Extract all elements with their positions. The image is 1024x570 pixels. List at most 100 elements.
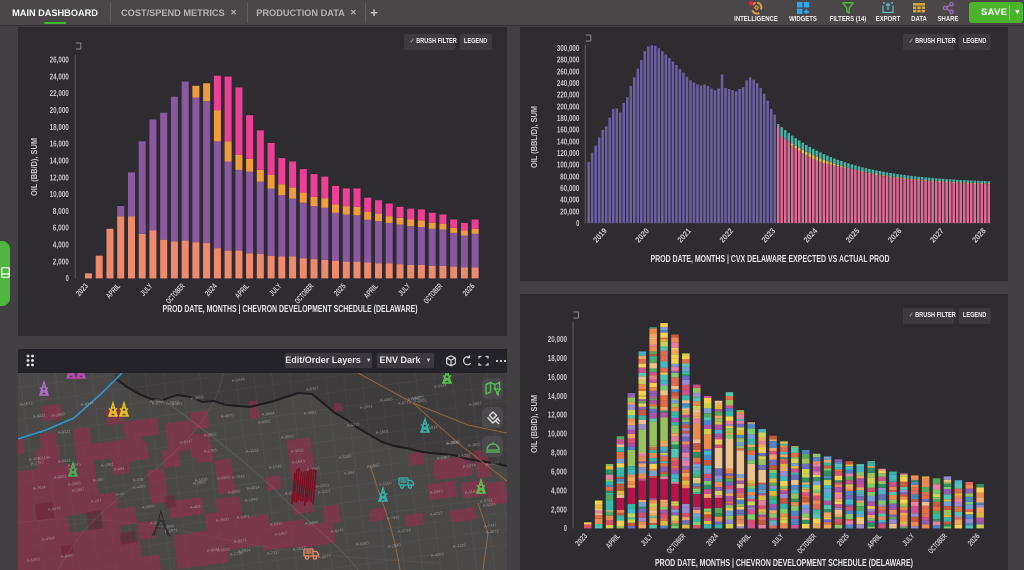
svg-text:A-6495: A-6495 [60, 552, 74, 559]
svg-text:A-7117: A-7117 [266, 549, 280, 556]
svg-text:A-3585: A-3585 [306, 465, 320, 472]
svg-text:A-1706: A-1706 [203, 447, 217, 454]
svg-text:JULY: JULY [139, 281, 155, 297]
svg-text:A-7634: A-7634 [32, 484, 46, 491]
svg-text:A-3667: A-3667 [407, 395, 421, 402]
svg-text:JULY: JULY [267, 281, 283, 297]
svg-text:0: 0 [576, 219, 580, 228]
svg-text:A-2971: A-2971 [164, 527, 178, 534]
svg-text:A-8582: A-8582 [257, 418, 271, 425]
svg-text:2025: 2025 [844, 226, 862, 244]
svg-text:A-1048: A-1048 [231, 376, 245, 383]
svg-text:8,000: 8,000 [551, 449, 567, 458]
svg-text:A-8502: A-8502 [280, 433, 294, 440]
svg-text:A-1501: A-1501 [375, 428, 389, 435]
svg-text:OCTOBER: OCTOBER [665, 532, 688, 556]
svg-text:A-1401: A-1401 [236, 513, 250, 520]
svg-text:2023: 2023 [573, 531, 589, 547]
svg-text:A-41: A-41 [115, 491, 125, 497]
svg-text:APRIL: APRIL [104, 282, 122, 301]
svg-text:A-6001: A-6001 [53, 473, 67, 480]
svg-text:A-8292: A-8292 [227, 488, 241, 495]
svg-text:6,000: 6,000 [551, 467, 567, 476]
svg-text:A-8664: A-8664 [261, 410, 275, 417]
svg-text:A-3952: A-3952 [203, 431, 217, 438]
svg-text:2024: 2024 [704, 531, 720, 547]
svg-text:OCTOBER: OCTOBER [422, 282, 445, 306]
svg-text:PROD DATE, MONTHS | CVX DELAWA: PROD DATE, MONTHS | CVX DELAWARE EXPECTE… [651, 254, 890, 265]
svg-text:A-5457: A-5457 [436, 454, 450, 461]
svg-text:12,000: 12,000 [548, 411, 568, 420]
svg-text:A-1672: A-1672 [19, 400, 33, 407]
svg-text:140,000: 140,000 [557, 137, 580, 146]
svg-text:2028: 2028 [970, 226, 988, 244]
svg-text:A-4314: A-4314 [246, 484, 260, 491]
svg-text:A-8144: A-8144 [206, 546, 220, 553]
svg-text:8,000: 8,000 [53, 207, 69, 216]
svg-text:22,000: 22,000 [50, 89, 70, 98]
svg-text:280,000: 280,000 [557, 56, 580, 65]
svg-text:A-1693: A-1693 [26, 556, 40, 563]
svg-text:A-3622: A-3622 [467, 441, 481, 448]
svg-text:A-2002: A-2002 [413, 397, 427, 404]
svg-text:A-9363: A-9363 [216, 474, 230, 481]
svg-text:4,000: 4,000 [53, 241, 69, 250]
svg-text:2022: 2022 [718, 226, 736, 244]
svg-text:A-2897: A-2897 [468, 400, 482, 407]
svg-text:A-801: A-801 [171, 400, 183, 407]
svg-text:A-1543: A-1543 [291, 458, 305, 465]
svg-text:A-4727: A-4727 [429, 510, 443, 517]
svg-text:20,000: 20,000 [548, 335, 568, 344]
svg-text:A-894: A-894 [343, 469, 355, 476]
svg-text:A-4009: A-4009 [160, 523, 174, 530]
svg-text:120,000: 120,000 [557, 149, 580, 158]
svg-text:A-1281: A-1281 [457, 452, 471, 459]
svg-text:2024: 2024 [203, 281, 219, 297]
svg-text:A-5736: A-5736 [229, 550, 243, 557]
svg-text:100,000: 100,000 [557, 161, 580, 170]
svg-text:2027: 2027 [928, 226, 946, 244]
svg-text:10,000: 10,000 [50, 190, 70, 199]
svg-text:40,000: 40,000 [560, 196, 580, 205]
svg-text:A-4970: A-4970 [220, 412, 234, 419]
svg-text:A-2066: A-2066 [192, 479, 206, 486]
svg-text:A-6375: A-6375 [410, 394, 424, 401]
svg-text:A-5695: A-5695 [355, 540, 369, 547]
svg-text:A-9173: A-9173 [233, 537, 247, 544]
svg-text:A-9012: A-9012 [57, 457, 71, 464]
svg-text:JULY: JULY [639, 531, 655, 547]
svg-text:OIL (BBL/D), SUM: OIL (BBL/D), SUM [530, 106, 539, 168]
svg-text:A-8374: A-8374 [80, 400, 94, 407]
svg-text:2021: 2021 [676, 226, 694, 244]
svg-text:6,000: 6,000 [53, 224, 69, 233]
svg-text:A-207: A-207 [90, 497, 102, 504]
svg-text:OCTOBER: OCTOBER [164, 282, 187, 306]
svg-text:A-7842: A-7842 [231, 473, 245, 480]
svg-text:A-3207: A-3207 [317, 488, 331, 495]
svg-text:A-8147: A-8147 [179, 438, 193, 445]
svg-text:18,000: 18,000 [548, 354, 568, 363]
svg-text:A-5150: A-5150 [378, 480, 392, 487]
svg-text:10,000: 10,000 [548, 430, 568, 439]
svg-text:A-3724: A-3724 [397, 527, 411, 534]
svg-text:160,000: 160,000 [557, 126, 580, 135]
svg-text:A-5156: A-5156 [338, 453, 352, 460]
svg-text:A-9772: A-9772 [397, 399, 411, 406]
svg-text:A-6018: A-6018 [346, 421, 360, 428]
svg-text:OCTOBER: OCTOBER [795, 532, 818, 556]
svg-text:JULY: JULY [396, 281, 412, 297]
svg-text:A-5623: A-5623 [165, 399, 179, 406]
svg-text:A-8768: A-8768 [151, 399, 165, 406]
svg-text:A-2669: A-2669 [51, 411, 65, 418]
svg-text:A-8229: A-8229 [216, 546, 230, 553]
svg-text:180,000: 180,000 [557, 114, 580, 123]
svg-text:A-5751: A-5751 [479, 497, 493, 504]
svg-text:A-4259: A-4259 [132, 483, 146, 490]
svg-text:A-4263: A-4263 [430, 551, 444, 558]
svg-text:A-3088: A-3088 [67, 480, 81, 487]
svg-text:A-5411: A-5411 [269, 520, 283, 527]
svg-text:PROD DATE, MONTHS | CHEVRON DE: PROD DATE, MONTHS | CHEVRON DEVELOPMENT … [655, 558, 913, 569]
svg-text:0: 0 [564, 524, 568, 533]
svg-text:0: 0 [66, 274, 70, 283]
svg-text:A-1981: A-1981 [100, 461, 114, 468]
